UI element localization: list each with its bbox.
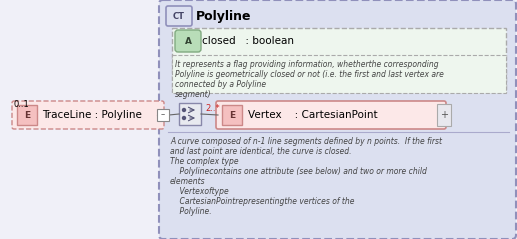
Text: TraceLine : Polyline: TraceLine : Polyline (42, 110, 142, 120)
Text: +: + (440, 110, 448, 120)
Circle shape (183, 109, 186, 112)
Text: closed   : boolean: closed : boolean (202, 36, 294, 46)
Bar (172, 55, 506, 93)
Text: E: E (24, 110, 30, 120)
Bar (157, 109, 169, 121)
Text: Polyline is geometrically closed or not (i.e. the first and last vertex are: Polyline is geometrically closed or not … (175, 70, 444, 79)
Text: and last point are identical, the curve is closed.: and last point are identical, the curve … (170, 147, 352, 156)
Text: Polylinecontains one attribute (see below) and two or more child: Polylinecontains one attribute (see belo… (170, 167, 427, 176)
Text: Polyline: Polyline (196, 10, 251, 22)
FancyBboxPatch shape (166, 6, 192, 26)
FancyBboxPatch shape (159, 0, 516, 239)
FancyBboxPatch shape (216, 101, 446, 129)
Circle shape (183, 116, 186, 120)
Text: Vertex    : CartesianPoint: Vertex : CartesianPoint (248, 110, 377, 120)
Text: CartesianPointrepresentingthe vertices of the: CartesianPointrepresentingthe vertices o… (170, 197, 355, 206)
Text: –: – (161, 110, 165, 120)
FancyBboxPatch shape (175, 30, 201, 52)
Bar (17, 105, 37, 125)
Text: 2..*: 2..* (205, 104, 220, 113)
Bar (172, 28, 506, 92)
Text: A curve composed of n-1 line segments defined by n points.  If the first: A curve composed of n-1 line segments de… (170, 137, 442, 146)
FancyBboxPatch shape (12, 101, 164, 129)
Bar (179, 103, 201, 125)
Text: E: E (229, 110, 235, 120)
Text: It represents a flag providing information, whetherthe corresponding: It represents a flag providing informati… (175, 60, 438, 69)
Text: Polyline.: Polyline. (170, 207, 211, 216)
Bar (222, 105, 242, 125)
Text: 0..1: 0..1 (14, 100, 30, 109)
Text: A: A (185, 37, 191, 45)
Bar (437, 104, 451, 126)
Text: Vertexoftype: Vertexoftype (170, 187, 229, 196)
Text: segment): segment) (175, 90, 211, 99)
Text: elements: elements (170, 177, 206, 186)
Text: The complex type: The complex type (170, 157, 239, 166)
Text: connected by a Polyline: connected by a Polyline (175, 80, 266, 89)
Text: CT: CT (173, 11, 185, 21)
